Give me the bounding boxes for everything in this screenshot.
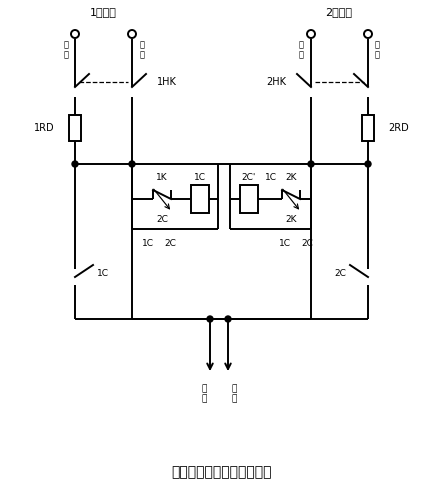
Circle shape [225,316,231,322]
Text: 1C: 1C [142,239,154,247]
Text: 零
线: 零 线 [140,41,144,60]
Text: 1HK: 1HK [157,77,177,87]
Text: 2C: 2C [301,239,313,247]
Text: 火
线: 火 线 [201,384,207,404]
Bar [362,115,374,141]
Text: 零
线: 零 线 [231,384,237,404]
Circle shape [71,30,79,38]
Bar [240,185,258,213]
Text: 1C: 1C [97,269,109,278]
Circle shape [365,161,371,167]
Text: 2K: 2K [285,214,297,223]
Circle shape [308,161,314,167]
Text: 1RD: 1RD [35,123,55,133]
Text: 1C: 1C [194,172,206,181]
Text: 1K: 1K [156,173,168,182]
Text: 单相照明双路互备自投供电: 单相照明双路互备自投供电 [171,465,272,479]
Text: 2RD: 2RD [388,123,409,133]
Text: 火
线: 火 线 [374,41,380,60]
Text: 零
线: 零 线 [299,41,303,60]
Circle shape [207,316,213,322]
Circle shape [72,161,78,167]
Text: 2K: 2K [285,173,297,182]
Circle shape [129,161,135,167]
Text: 1号电源: 1号电源 [89,7,117,17]
Text: 1C: 1C [265,173,277,182]
Text: 2C': 2C' [242,172,256,181]
Text: 2C: 2C [164,239,176,247]
Text: 1C: 1C [279,239,291,247]
Bar [69,115,81,141]
Bar [191,185,209,213]
Text: 火
线: 火 线 [63,41,69,60]
Circle shape [128,30,136,38]
Text: 2C: 2C [334,269,346,278]
Text: 2号电源: 2号电源 [326,7,353,17]
Circle shape [307,30,315,38]
Text: 2C: 2C [156,214,168,223]
Text: 2HK: 2HK [266,77,286,87]
Circle shape [364,30,372,38]
